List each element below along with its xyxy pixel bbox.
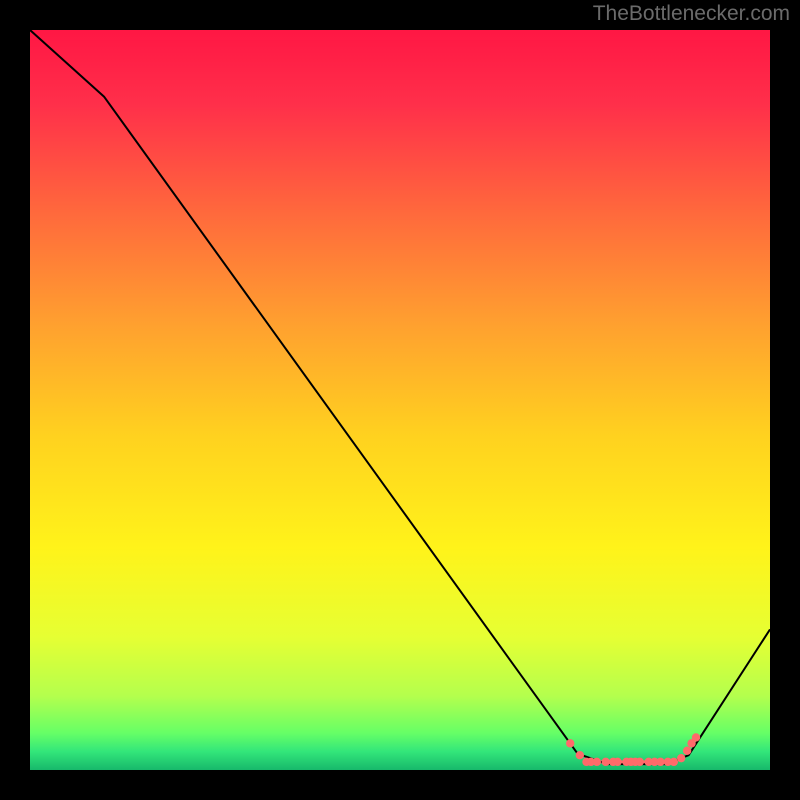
watermark-text: TheBottlenecker.com [593,2,790,26]
curve-marker [636,758,644,766]
curve-marker [670,758,678,766]
curve-marker [576,751,584,759]
chart-overlay [30,30,770,770]
curve-markers [566,733,700,766]
curve-marker [677,754,685,762]
chart-stage: TheBottlenecker.com [0,0,800,800]
curve-marker [613,758,621,766]
curve-marker [656,758,664,766]
curve-marker [692,733,700,741]
curve-marker [566,739,574,747]
curve-marker [602,758,610,766]
curve-marker [593,758,601,766]
bottleneck-curve [30,30,770,764]
curve-marker [683,747,691,755]
plot-area [30,30,770,770]
